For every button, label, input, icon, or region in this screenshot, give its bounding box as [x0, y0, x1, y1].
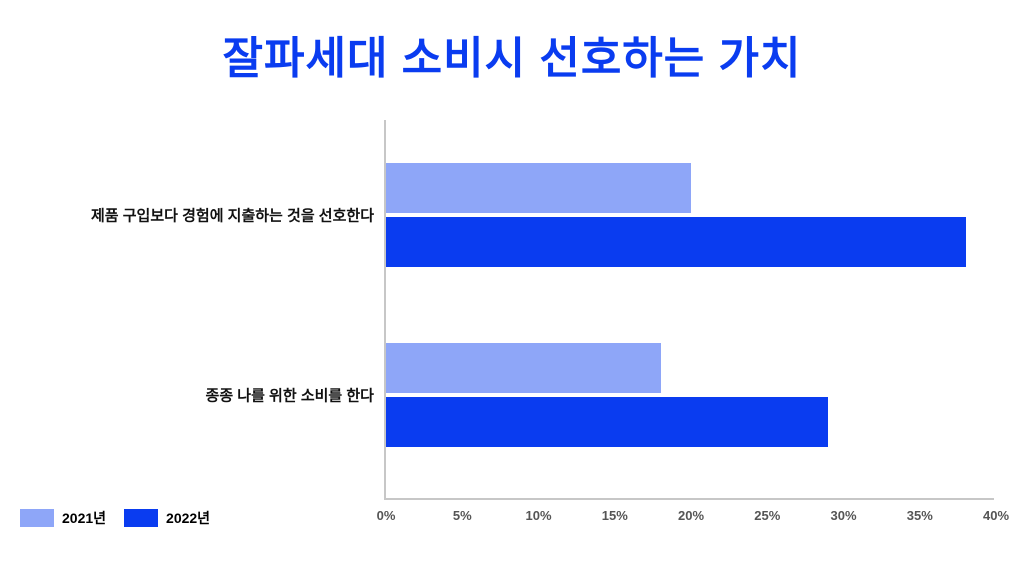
x-tick-label: 15% — [602, 508, 628, 523]
bar-2021년 — [386, 163, 691, 213]
legend-label: 2021년 — [62, 508, 106, 528]
x-tick-label: 0% — [377, 508, 396, 523]
x-tick-label: 20% — [678, 508, 704, 523]
legend-swatch — [124, 509, 158, 527]
bar-2022년 — [386, 397, 828, 447]
chart-legend: 2021년 2022년 — [20, 508, 210, 528]
legend-item: 2021년 — [20, 508, 106, 528]
y-category-label: 제품 구입보다 경험에 지출하는 것을 선호한다 — [91, 205, 374, 226]
bar-2021년 — [386, 343, 661, 393]
legend-label: 2022년 — [166, 508, 210, 528]
chart-title: 잘파세대 소비시 선호하는 가치 — [0, 0, 1024, 86]
x-tick-label: 30% — [830, 508, 856, 523]
legend-swatch — [20, 509, 54, 527]
y-category-label: 종종 나를 위한 소비를 한다 — [206, 385, 374, 406]
chart-plot: 0%5%10%15%20%25%30%35%40% — [384, 120, 994, 500]
x-tick-label: 35% — [907, 508, 933, 523]
chart-plot-area: 0%5%10%15%20%25%30%35%40% — [384, 120, 994, 500]
x-tick-label: 40% — [983, 508, 1009, 523]
x-tick-label: 25% — [754, 508, 780, 523]
bar-2022년 — [386, 217, 966, 267]
x-tick-label: 5% — [453, 508, 472, 523]
legend-item: 2022년 — [124, 508, 210, 528]
x-tick-label: 10% — [525, 508, 551, 523]
